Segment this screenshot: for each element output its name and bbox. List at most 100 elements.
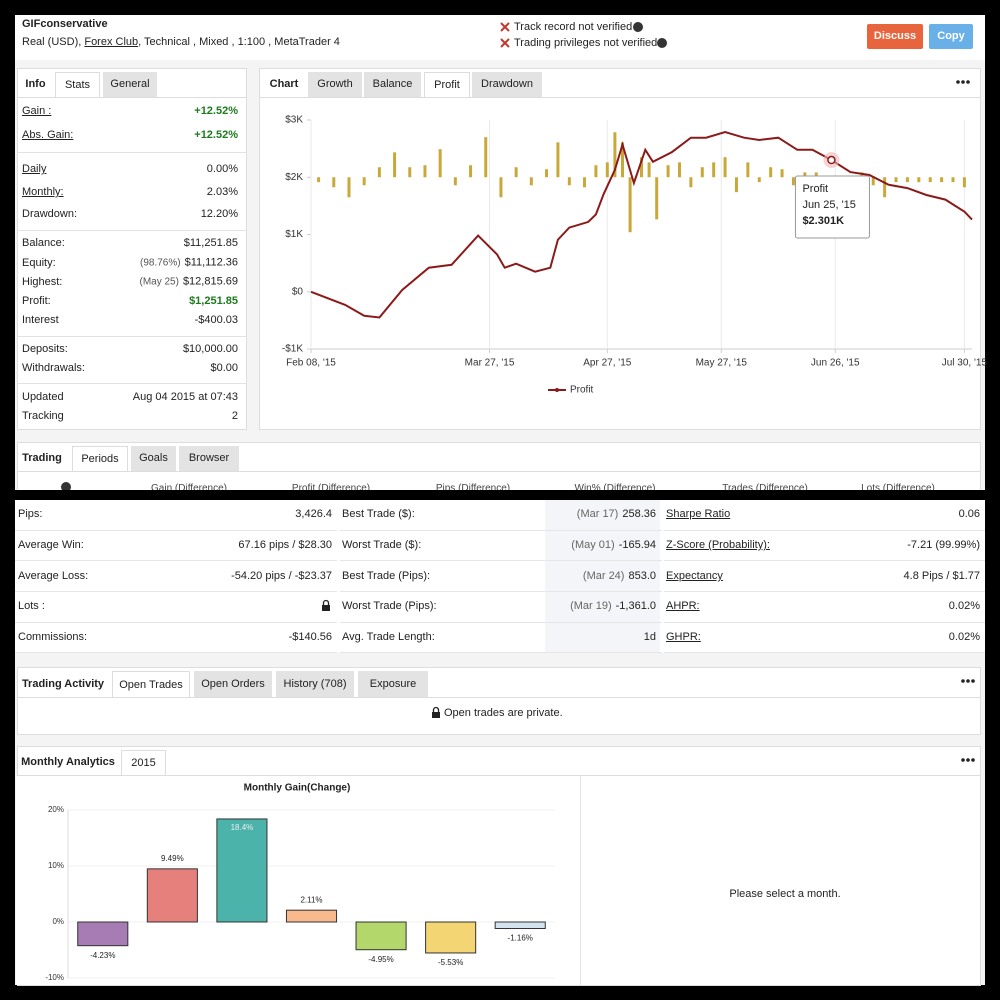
tab[interactable]: Trading Activity bbox=[21, 678, 105, 690]
tab[interactable]: Balance bbox=[364, 72, 421, 97]
column-header: Trades (Difference) bbox=[722, 483, 808, 494]
tab-rule bbox=[260, 97, 980, 98]
stat-value: 0.06 bbox=[959, 507, 980, 521]
copy-button[interactable]: Copy bbox=[929, 24, 973, 49]
row-rule bbox=[15, 652, 337, 653]
stat-label: Best Trade ($): bbox=[342, 508, 415, 520]
info-label: Interest bbox=[22, 314, 59, 326]
stat-value: -7.21 (99.99%) bbox=[907, 538, 980, 552]
tab[interactable]: Drawdown bbox=[472, 72, 542, 97]
header-bar bbox=[15, 15, 985, 60]
tab[interactable]: 2015 bbox=[121, 750, 166, 775]
stat-value: 1d bbox=[644, 630, 656, 644]
discuss-button[interactable]: Discuss bbox=[867, 24, 923, 49]
value: 2 bbox=[231, 410, 238, 422]
details: , Technical , Mixed , 1:100 , MetaTrader… bbox=[138, 36, 340, 48]
chart-panel bbox=[259, 68, 981, 430]
info-label: Highest: bbox=[22, 276, 63, 288]
tab[interactable]: Open Orders bbox=[194, 671, 272, 697]
info-value: 2 bbox=[232, 409, 238, 423]
info-value: $10,000.00 bbox=[183, 342, 238, 356]
divider bbox=[18, 336, 246, 337]
divider bbox=[18, 230, 246, 231]
stat-value: -54.20 pips / -$23.37 bbox=[231, 569, 332, 583]
info-label: Gain : bbox=[22, 105, 52, 117]
stat-value: 3,426.4 bbox=[295, 507, 332, 521]
tab[interactable]: Chart bbox=[269, 78, 299, 90]
stat-value: 0.02% bbox=[949, 599, 980, 613]
pane-divider bbox=[580, 776, 581, 985]
value: 4.8 Pips / $1.77 bbox=[903, 570, 980, 582]
value: 0.02% bbox=[948, 600, 980, 612]
stat-value: (Mar 19) -1,361.0 bbox=[570, 599, 656, 613]
info-label: Updated bbox=[22, 391, 64, 403]
tab-rule bbox=[18, 471, 980, 472]
value: $1,251.85 bbox=[189, 295, 238, 307]
row-rule bbox=[340, 560, 662, 561]
tab[interactable]: History (708) bbox=[276, 671, 354, 697]
tab[interactable]: Profit bbox=[424, 72, 470, 97]
tab[interactable]: Browser bbox=[179, 446, 239, 471]
row-rule bbox=[664, 622, 985, 623]
value: -7.21 (99.99%) bbox=[907, 539, 980, 551]
info-value: $11,251.85 bbox=[184, 236, 238, 250]
column-header: Gain (Difference) bbox=[151, 483, 227, 494]
value: 3,426.4 bbox=[295, 508, 332, 520]
stat-value: (May 01) -165.94 bbox=[571, 538, 656, 552]
stat-value: (Mar 17) 258.36 bbox=[577, 507, 656, 521]
value: -54.20 pips / -$23.37 bbox=[231, 570, 332, 582]
info-value: $1,251.85 bbox=[189, 294, 238, 308]
info-value: 0.00% bbox=[207, 162, 238, 176]
value: $10,000.00 bbox=[182, 343, 238, 355]
info-label: Equity: bbox=[22, 257, 56, 269]
stat-value: 4.8 Pips / $1.77 bbox=[904, 569, 980, 583]
warning: Trading privileges not verified bbox=[514, 37, 658, 49]
stat-label: Avg. Trade Length: bbox=[342, 631, 435, 643]
tab[interactable]: Info bbox=[25, 78, 46, 90]
note: (May 25) bbox=[139, 276, 179, 288]
tab[interactable]: Stats bbox=[55, 72, 100, 97]
info-value: $0.00 bbox=[210, 361, 238, 375]
stat-value: 0.02% bbox=[949, 630, 980, 644]
info-label: Tracking bbox=[22, 410, 64, 422]
tab[interactable]: Periods bbox=[72, 446, 128, 471]
value: 258.36 bbox=[622, 508, 656, 520]
tab[interactable]: Trading bbox=[22, 452, 62, 464]
value: $11,251.85 bbox=[183, 237, 238, 249]
stat-value: -$140.56 bbox=[289, 630, 332, 644]
stat-label: Worst Trade ($): bbox=[342, 539, 422, 551]
tab-rule bbox=[18, 97, 246, 98]
value: -1,361.0 bbox=[615, 600, 656, 612]
monthly-panel bbox=[17, 746, 981, 986]
stat-label: Expectancy bbox=[666, 570, 723, 582]
tab[interactable]: Goals bbox=[131, 446, 176, 471]
info-value: (98.76%) $11,112.36 bbox=[140, 256, 238, 271]
info-label: Abs. Gain: bbox=[22, 129, 74, 141]
info-label: Profit: bbox=[22, 295, 51, 307]
stat-label: Pips: bbox=[18, 508, 43, 520]
value: 0.02% bbox=[948, 631, 980, 643]
warning: Track record not verified bbox=[514, 21, 633, 33]
tab[interactable]: Growth bbox=[308, 72, 362, 97]
tab[interactable]: General bbox=[103, 72, 157, 97]
row-rule bbox=[15, 591, 337, 592]
value: $0.00 bbox=[210, 362, 238, 374]
note: (Mar 19) bbox=[570, 600, 612, 612]
column-header: Lots (Difference) bbox=[861, 483, 935, 494]
info-label: Drawdown: bbox=[22, 208, 78, 220]
info-label: Balance: bbox=[22, 237, 65, 249]
tab[interactable]: Open Trades bbox=[112, 671, 190, 697]
row-rule bbox=[15, 622, 337, 623]
info-value: -$400.03 bbox=[195, 313, 238, 327]
column-header: Pips (Difference) bbox=[435, 483, 511, 494]
value: 853.0 bbox=[628, 570, 656, 582]
info-panel bbox=[17, 68, 247, 430]
stat-label: AHPR: bbox=[666, 600, 700, 612]
split-band bbox=[0, 490, 1000, 500]
tab[interactable]: Monthly Analytics bbox=[21, 756, 115, 768]
tab[interactable]: Exposure bbox=[358, 671, 428, 697]
info-value: (May 25) $12,815.69 bbox=[139, 275, 238, 290]
info-label: Withdrawals: bbox=[22, 362, 85, 374]
value: 0.00% bbox=[206, 163, 238, 175]
info-value: Aug 04 2015 at 07:43 bbox=[133, 390, 238, 404]
